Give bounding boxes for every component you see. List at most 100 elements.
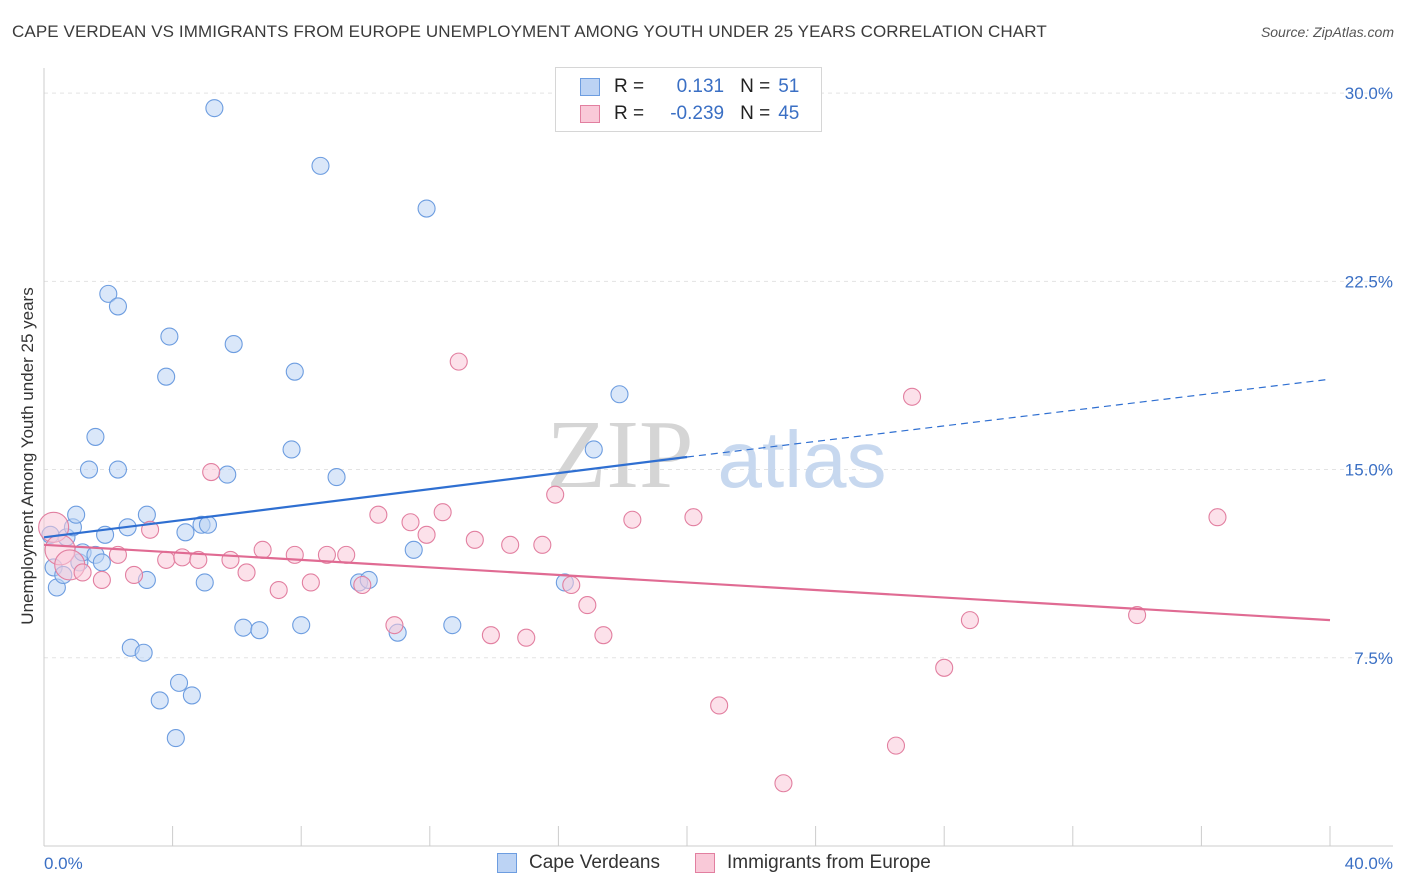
legend-r-label: R = [614, 103, 645, 124]
data-point [449, 352, 468, 371]
data-point [137, 505, 156, 524]
data-point [292, 616, 311, 635]
legend-swatch-pink [580, 105, 600, 123]
y-tick-labels: 30.0% 22.5% 15.0% 7.5% [1345, 84, 1393, 668]
y-tick-label: 7.5% [1354, 649, 1393, 668]
data-point [710, 696, 729, 715]
data-point [79, 460, 99, 479]
data-point [443, 616, 462, 635]
data-point [86, 427, 105, 446]
bottom-legend-label: Immigrants from Europe [727, 852, 931, 873]
data-point [285, 362, 304, 381]
data-point [327, 468, 346, 487]
data-point [433, 503, 452, 522]
data-point [578, 596, 597, 615]
data-point [195, 573, 214, 592]
data-point [173, 548, 192, 567]
data-point [774, 774, 793, 793]
data-point [160, 327, 179, 346]
trend-line-immigrants-from-europe [43, 543, 1331, 622]
data-point [73, 563, 92, 582]
y-axis-label: Unemployment Among Youth under 25 years [18, 287, 37, 625]
data-point [404, 540, 423, 559]
data-point [317, 545, 336, 564]
data-point [533, 535, 552, 554]
data-point [301, 573, 320, 592]
data-point [108, 545, 127, 564]
x-tick-label-max: 40.0% [1345, 854, 1393, 873]
data-point [1208, 508, 1227, 527]
data-point [417, 199, 436, 218]
data-point [221, 550, 240, 569]
bottom-legend-swatch-pink [695, 853, 715, 873]
axes [43, 68, 1393, 847]
data-point [282, 440, 301, 459]
data-point [337, 545, 356, 564]
data-point [269, 580, 288, 600]
data-point [134, 643, 153, 662]
data-point [886, 736, 906, 755]
data-point [417, 525, 436, 544]
data-point [623, 510, 642, 529]
legend-row-immigrants: R = -0.239 N = 45 [580, 102, 799, 126]
data-point [108, 460, 127, 479]
legend-row-cape-verdeans: R = 0.131 N = 51 [580, 75, 799, 99]
data-point [562, 575, 581, 595]
data-point [353, 575, 372, 595]
data-point [234, 618, 253, 637]
watermark-zip: ZIP [547, 401, 694, 509]
bottom-legend-immigrants: Immigrants from Europe [695, 852, 931, 874]
data-point [960, 611, 979, 630]
legend-r-label: R = [614, 76, 645, 97]
data-point [198, 515, 218, 534]
data-point [311, 156, 330, 175]
legend-r-value: 0.131 [676, 76, 725, 97]
bottom-legend-swatch-blue [497, 853, 517, 873]
data-point [517, 628, 536, 647]
data-point [546, 485, 565, 504]
data-point [253, 540, 272, 559]
series-cape-verdeans [41, 99, 629, 748]
data-point [250, 621, 269, 640]
data-point [99, 284, 118, 303]
legend-n-label: N = [740, 103, 771, 124]
data-point [169, 673, 189, 692]
data-point [202, 463, 221, 482]
data-point [157, 550, 176, 569]
data-point [92, 553, 111, 572]
data-point [108, 297, 127, 316]
data-point [385, 616, 404, 635]
legend-n-value: 51 [778, 76, 800, 97]
data-point [935, 658, 954, 677]
data-point [1128, 606, 1147, 625]
data-point [369, 505, 388, 524]
data-point [501, 535, 520, 554]
data-point [465, 530, 484, 549]
data-point [182, 686, 201, 705]
data-point [205, 99, 224, 118]
y-tick-label: 30.0% [1345, 84, 1393, 103]
trend-lines [43, 378, 1331, 622]
legend-n-value: 45 [778, 103, 800, 124]
data-point [92, 570, 111, 590]
data-point [584, 440, 603, 459]
data-point [610, 385, 629, 404]
legend-n-label: N = [740, 76, 771, 97]
data-point [237, 563, 256, 582]
legend-r-value: -0.239 [670, 103, 725, 124]
data-point [401, 513, 420, 532]
data-point [684, 508, 703, 527]
data-point [166, 729, 185, 748]
data-point [157, 367, 176, 386]
data-point [594, 626, 613, 645]
data-point [224, 335, 243, 354]
legend-swatch-blue [580, 78, 600, 96]
watermark-atlas: atlas [718, 415, 887, 504]
data-point [218, 465, 237, 484]
bottom-legend-label: Cape Verdeans [529, 852, 660, 873]
trend-line-cape-verdeans [43, 455, 688, 539]
y-tick-label: 22.5% [1345, 272, 1393, 291]
data-point [150, 691, 169, 710]
watermark: ZIP atlas [547, 401, 887, 509]
